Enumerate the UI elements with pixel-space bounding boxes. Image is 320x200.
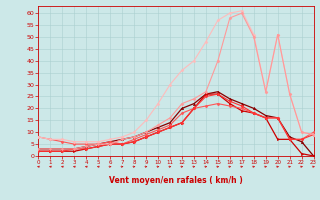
X-axis label: Vent moyen/en rafales ( km/h ): Vent moyen/en rafales ( km/h ) bbox=[109, 176, 243, 185]
